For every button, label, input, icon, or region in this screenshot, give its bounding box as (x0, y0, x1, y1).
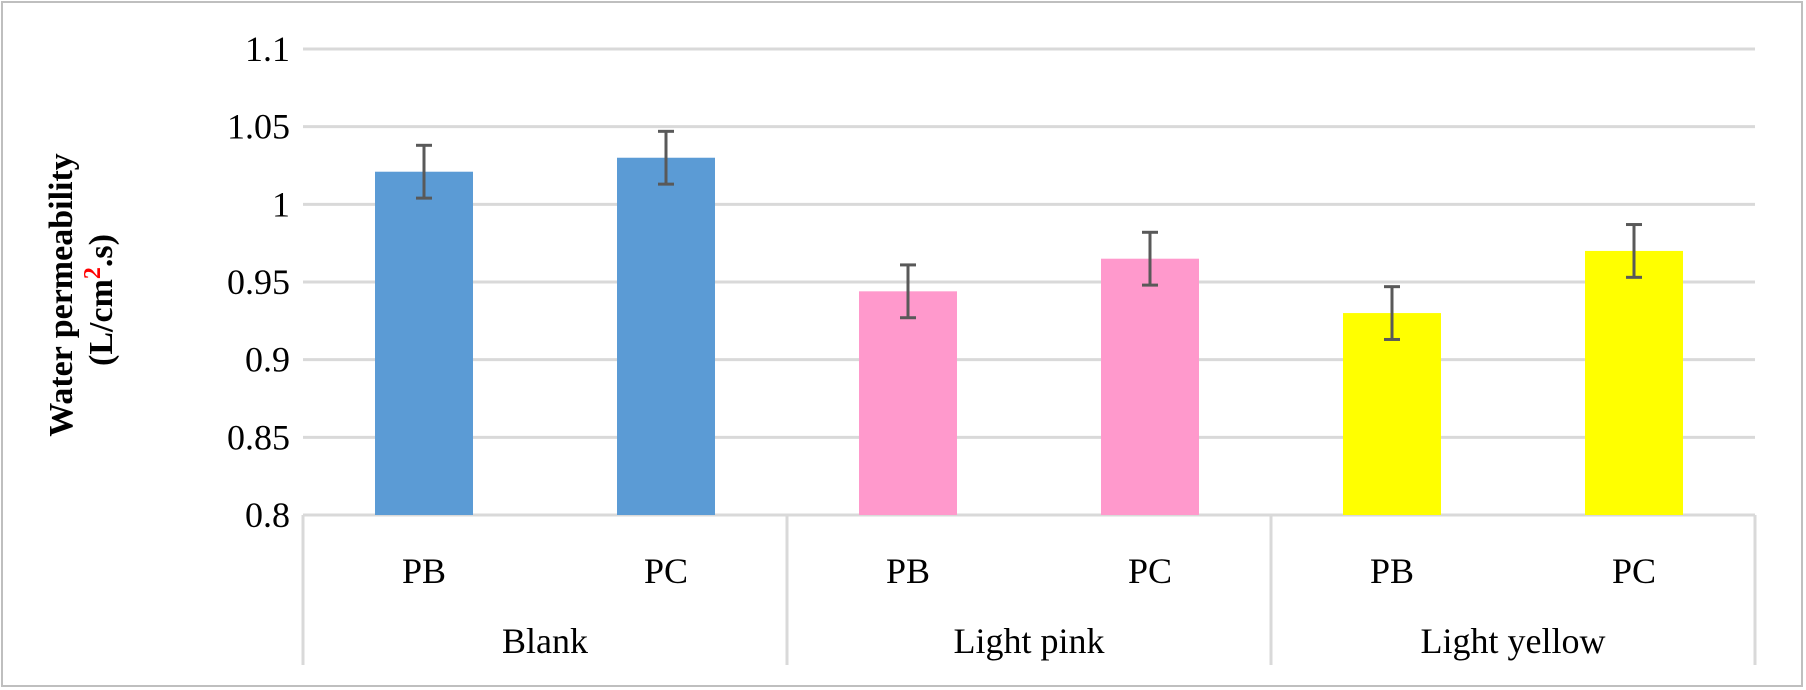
y-tick-label: 1.05 (227, 107, 290, 147)
bar (1101, 258, 1199, 515)
x-group-label: Light pink (954, 621, 1105, 661)
bars (375, 157, 1683, 516)
bar (375, 171, 473, 516)
y-tick-label: 0.9 (245, 340, 290, 380)
y-axis-ticks: 0.8 0.85 0.9 0.95 1 1.05 1.1 (227, 29, 290, 535)
y-tick-label: 1.1 (245, 29, 290, 69)
y-tick-label: 0.8 (245, 495, 290, 535)
y-axis-label-unit-post: .s) (83, 234, 120, 267)
bar (859, 291, 957, 515)
gridlines (303, 47, 1755, 517)
x-tick-label: PC (1128, 551, 1172, 591)
x-group-label: Blank (502, 621, 588, 661)
y-axis-label-unit-pre: (L/cm (83, 279, 120, 366)
y-tick-label: 0.95 (227, 262, 290, 302)
y-axis-label-line2: (L/cm2.s) (80, 234, 120, 366)
y-axis-label-unit-sup: 2 (80, 267, 106, 279)
y-tick-label: 0.85 (227, 417, 290, 457)
x-tick-label: PC (1612, 551, 1656, 591)
error-bars (416, 129, 1642, 341)
x-tick-label: PB (402, 551, 446, 591)
x-tick-label: PB (1370, 551, 1414, 591)
bar (617, 157, 715, 515)
x-group-label: Light yellow (1421, 621, 1606, 661)
bar (1585, 250, 1683, 515)
y-tick-label: 1 (272, 184, 290, 224)
y-axis-label-line1: Water permeability (43, 153, 80, 437)
x-tick-label: PB (886, 551, 930, 591)
x-tick-label: PC (644, 551, 688, 591)
y-axis-label: Water permeability (L/cm2.s) (43, 153, 120, 437)
bar (1343, 313, 1441, 515)
